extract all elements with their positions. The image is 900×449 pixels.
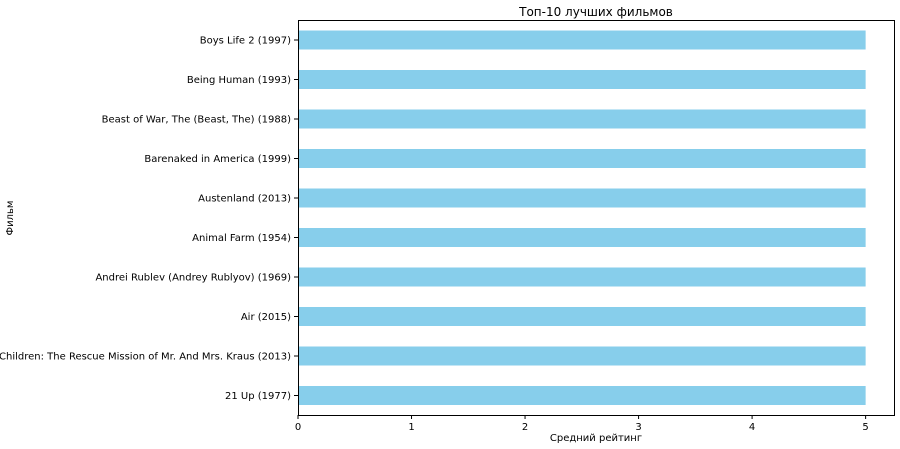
y-tick-label: 21 Up (1977) (225, 391, 291, 402)
bars-group (298, 30, 866, 405)
bar (298, 228, 866, 247)
x-tick-label: 1 (408, 422, 414, 433)
bar (298, 307, 866, 326)
plot-frame (298, 20, 895, 416)
bar (298, 267, 866, 287)
x-tick-label: 4 (749, 422, 755, 433)
y-tick-label: Being Human (1993) (187, 75, 291, 86)
y-tick-label: Barenaked in America (1999) (144, 154, 291, 165)
y-tick-labels: Boys Life 2 (1997) Being Human (1993) Beas… (0, 36, 298, 402)
y-tick-label: Austenland (2013) (198, 194, 291, 205)
y-tick-label: Beast of War, The (Beast, The) (1988) (102, 115, 291, 126)
y-axis-title: Фильм (5, 201, 16, 236)
x-ticks: 0 1 2 3 4 5 (295, 415, 869, 433)
bar (298, 30, 866, 50)
y-tick-label: Boys Life 2 (1997) (200, 36, 291, 47)
y-tick-label: 50 Children: The Rescue Mission of Mr. A… (0, 352, 291, 363)
x-axis-title: Средний рейтинг (550, 433, 642, 444)
x-tick-label: 5 (862, 422, 868, 433)
x-tick-label: 3 (635, 422, 641, 433)
x-tick-label: 2 (522, 422, 528, 433)
bar (298, 70, 866, 89)
y-tick-label: Air (2015) (241, 312, 291, 323)
bar (298, 149, 866, 168)
y-tick-label: Animal Farm (1954) (192, 233, 291, 244)
bar (298, 109, 866, 129)
bar (298, 188, 866, 208)
y-tick-label: Andrei Rublev (Andrey Rublyov) (1969) (95, 273, 291, 284)
x-tick-label: 0 (295, 422, 301, 433)
bar (298, 346, 866, 366)
chart-title: Топ-10 лучших фильмов (518, 5, 673, 19)
bar (298, 386, 866, 405)
